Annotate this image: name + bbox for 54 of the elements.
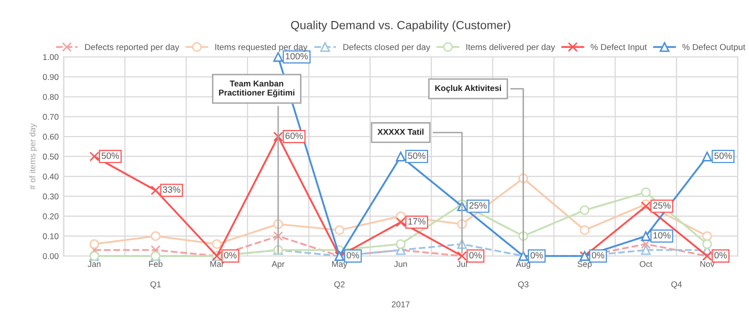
annotation: Team Kanban Practitioner Eğitimi bbox=[219, 80, 294, 98]
y-tick-label: 0.00 bbox=[42, 253, 58, 260]
y-tick-label: 0.80 bbox=[42, 94, 58, 100]
data-label: 0% bbox=[592, 252, 604, 258]
legend-label: % Defect Output bbox=[682, 44, 746, 52]
y-tick-label: 0.70 bbox=[42, 114, 58, 120]
x-tick-label: Jun bbox=[394, 261, 407, 267]
data-label: 0% bbox=[530, 252, 543, 258]
x-tick-label: Sep bbox=[578, 261, 592, 269]
x-tick-label: Aug bbox=[516, 261, 530, 269]
text: Q1 bbox=[150, 281, 161, 289]
y-tick-label: 0.30 bbox=[42, 193, 58, 200]
text: Q3 bbox=[518, 281, 528, 289]
legend-label: % Defect Input bbox=[590, 44, 647, 52]
x-tick-label: Oct bbox=[640, 261, 652, 267]
y-tick-label: 0.10 bbox=[42, 233, 58, 240]
text: Q2 bbox=[334, 281, 345, 289]
data-label: 50% bbox=[102, 152, 119, 159]
x-axis-title: 2017 bbox=[392, 301, 410, 308]
text: Q4 bbox=[671, 281, 682, 289]
y-tick-label: 0.20 bbox=[42, 213, 58, 220]
y-tick-label: 0.50 bbox=[42, 154, 58, 160]
x-tick-label: Jul bbox=[456, 260, 467, 267]
data-label: 25% bbox=[469, 202, 487, 209]
data-label: 0% bbox=[346, 252, 360, 258]
chart-title: Quality Demand vs. Capability (Customer) bbox=[291, 20, 510, 32]
data-label: 0% bbox=[469, 252, 482, 258]
data-label: 10% bbox=[653, 232, 671, 239]
x-tick-label: Mar bbox=[210, 261, 224, 267]
data-label: 100% bbox=[286, 52, 308, 60]
legend-label: Items requested per day bbox=[215, 44, 308, 52]
x-tick-label: Feb bbox=[149, 260, 162, 267]
annotation: Koçluk Aktivitesi bbox=[435, 84, 501, 93]
legend-label: Defects reported per day bbox=[85, 44, 180, 52]
legend-label: Defects closed per day bbox=[343, 44, 430, 52]
y-tick-label: 0.90 bbox=[42, 74, 58, 80]
data-label: 50% bbox=[714, 152, 732, 159]
y-axis-title: # of items per day bbox=[29, 123, 38, 190]
data-label: 0% bbox=[714, 252, 727, 258]
x-tick-label: Jan bbox=[88, 261, 100, 267]
x-tick-label: May bbox=[332, 261, 348, 269]
x-tick-label: Apr bbox=[272, 261, 284, 269]
data-label: 0% bbox=[224, 252, 237, 258]
y-tick-label: 0.60 bbox=[42, 134, 58, 140]
data-label: 17% bbox=[408, 218, 426, 225]
legend-label: Items delivered per day bbox=[466, 44, 556, 52]
y-tick-label: 0.40 bbox=[42, 174, 58, 180]
data-label: 33% bbox=[162, 186, 180, 193]
data-label: 50% bbox=[408, 152, 426, 159]
y-tick-label: 1.00 bbox=[43, 54, 58, 60]
data-label: 25% bbox=[653, 202, 671, 209]
x-tick-label: Nov bbox=[700, 261, 715, 267]
data-label: 60% bbox=[286, 132, 303, 139]
annotation: XXXXX Tatil bbox=[377, 128, 424, 135]
